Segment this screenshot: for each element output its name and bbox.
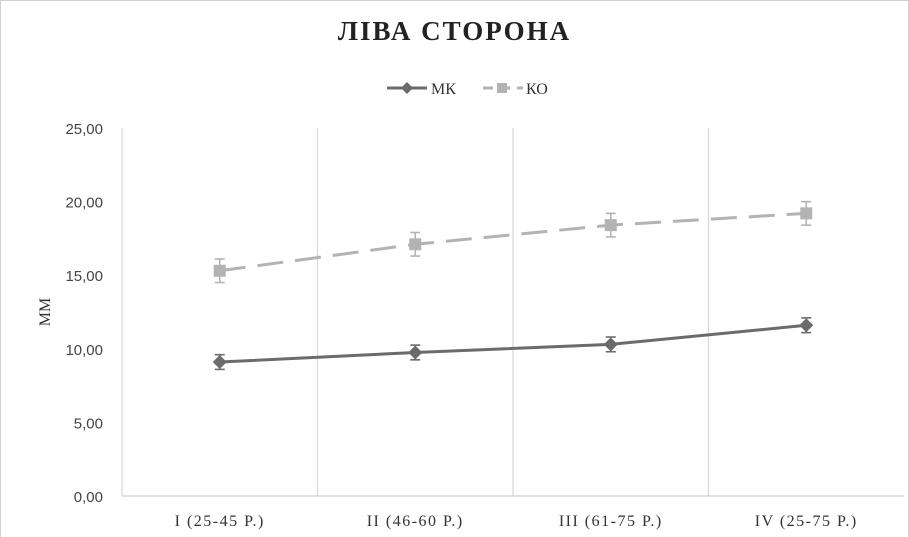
y-tick-label: 20,00 xyxy=(65,195,103,212)
y-tick-label: 0,00 xyxy=(74,489,103,506)
data-point-square xyxy=(409,238,422,251)
chart-title: ЛІВА СТОРОНА xyxy=(337,16,572,46)
data-point-diamond xyxy=(603,337,618,352)
data-point-square xyxy=(604,219,617,232)
data-point-square xyxy=(800,207,813,220)
data-point-diamond xyxy=(212,355,227,370)
y-axis-title: ММ xyxy=(37,298,54,326)
legend-label-ko: КО xyxy=(526,81,548,98)
y-tick-label: 15,00 xyxy=(65,268,103,285)
y-tick-label: 5,00 xyxy=(74,415,103,432)
y-tick-label: 10,00 xyxy=(65,342,103,359)
data-point-square xyxy=(213,264,226,277)
series-line-1 xyxy=(219,323,807,364)
x-tick-label: I (25-45 Р.) xyxy=(175,513,265,530)
y-tick-label: 25,00 xyxy=(65,121,103,138)
series-line-2 xyxy=(219,211,807,273)
data-point-diamond xyxy=(408,345,423,360)
data-point-diamond xyxy=(799,318,814,333)
x-tick-label: II (46-60 Р.) xyxy=(367,513,464,530)
legend-marker-ko xyxy=(497,83,507,93)
legend-label-mk: МК xyxy=(431,81,456,98)
legend-marker-mk xyxy=(401,82,413,94)
x-tick-label: III (61-75 Р.) xyxy=(559,513,663,530)
x-tick-label: IV (25-75 Р.) xyxy=(755,513,858,530)
